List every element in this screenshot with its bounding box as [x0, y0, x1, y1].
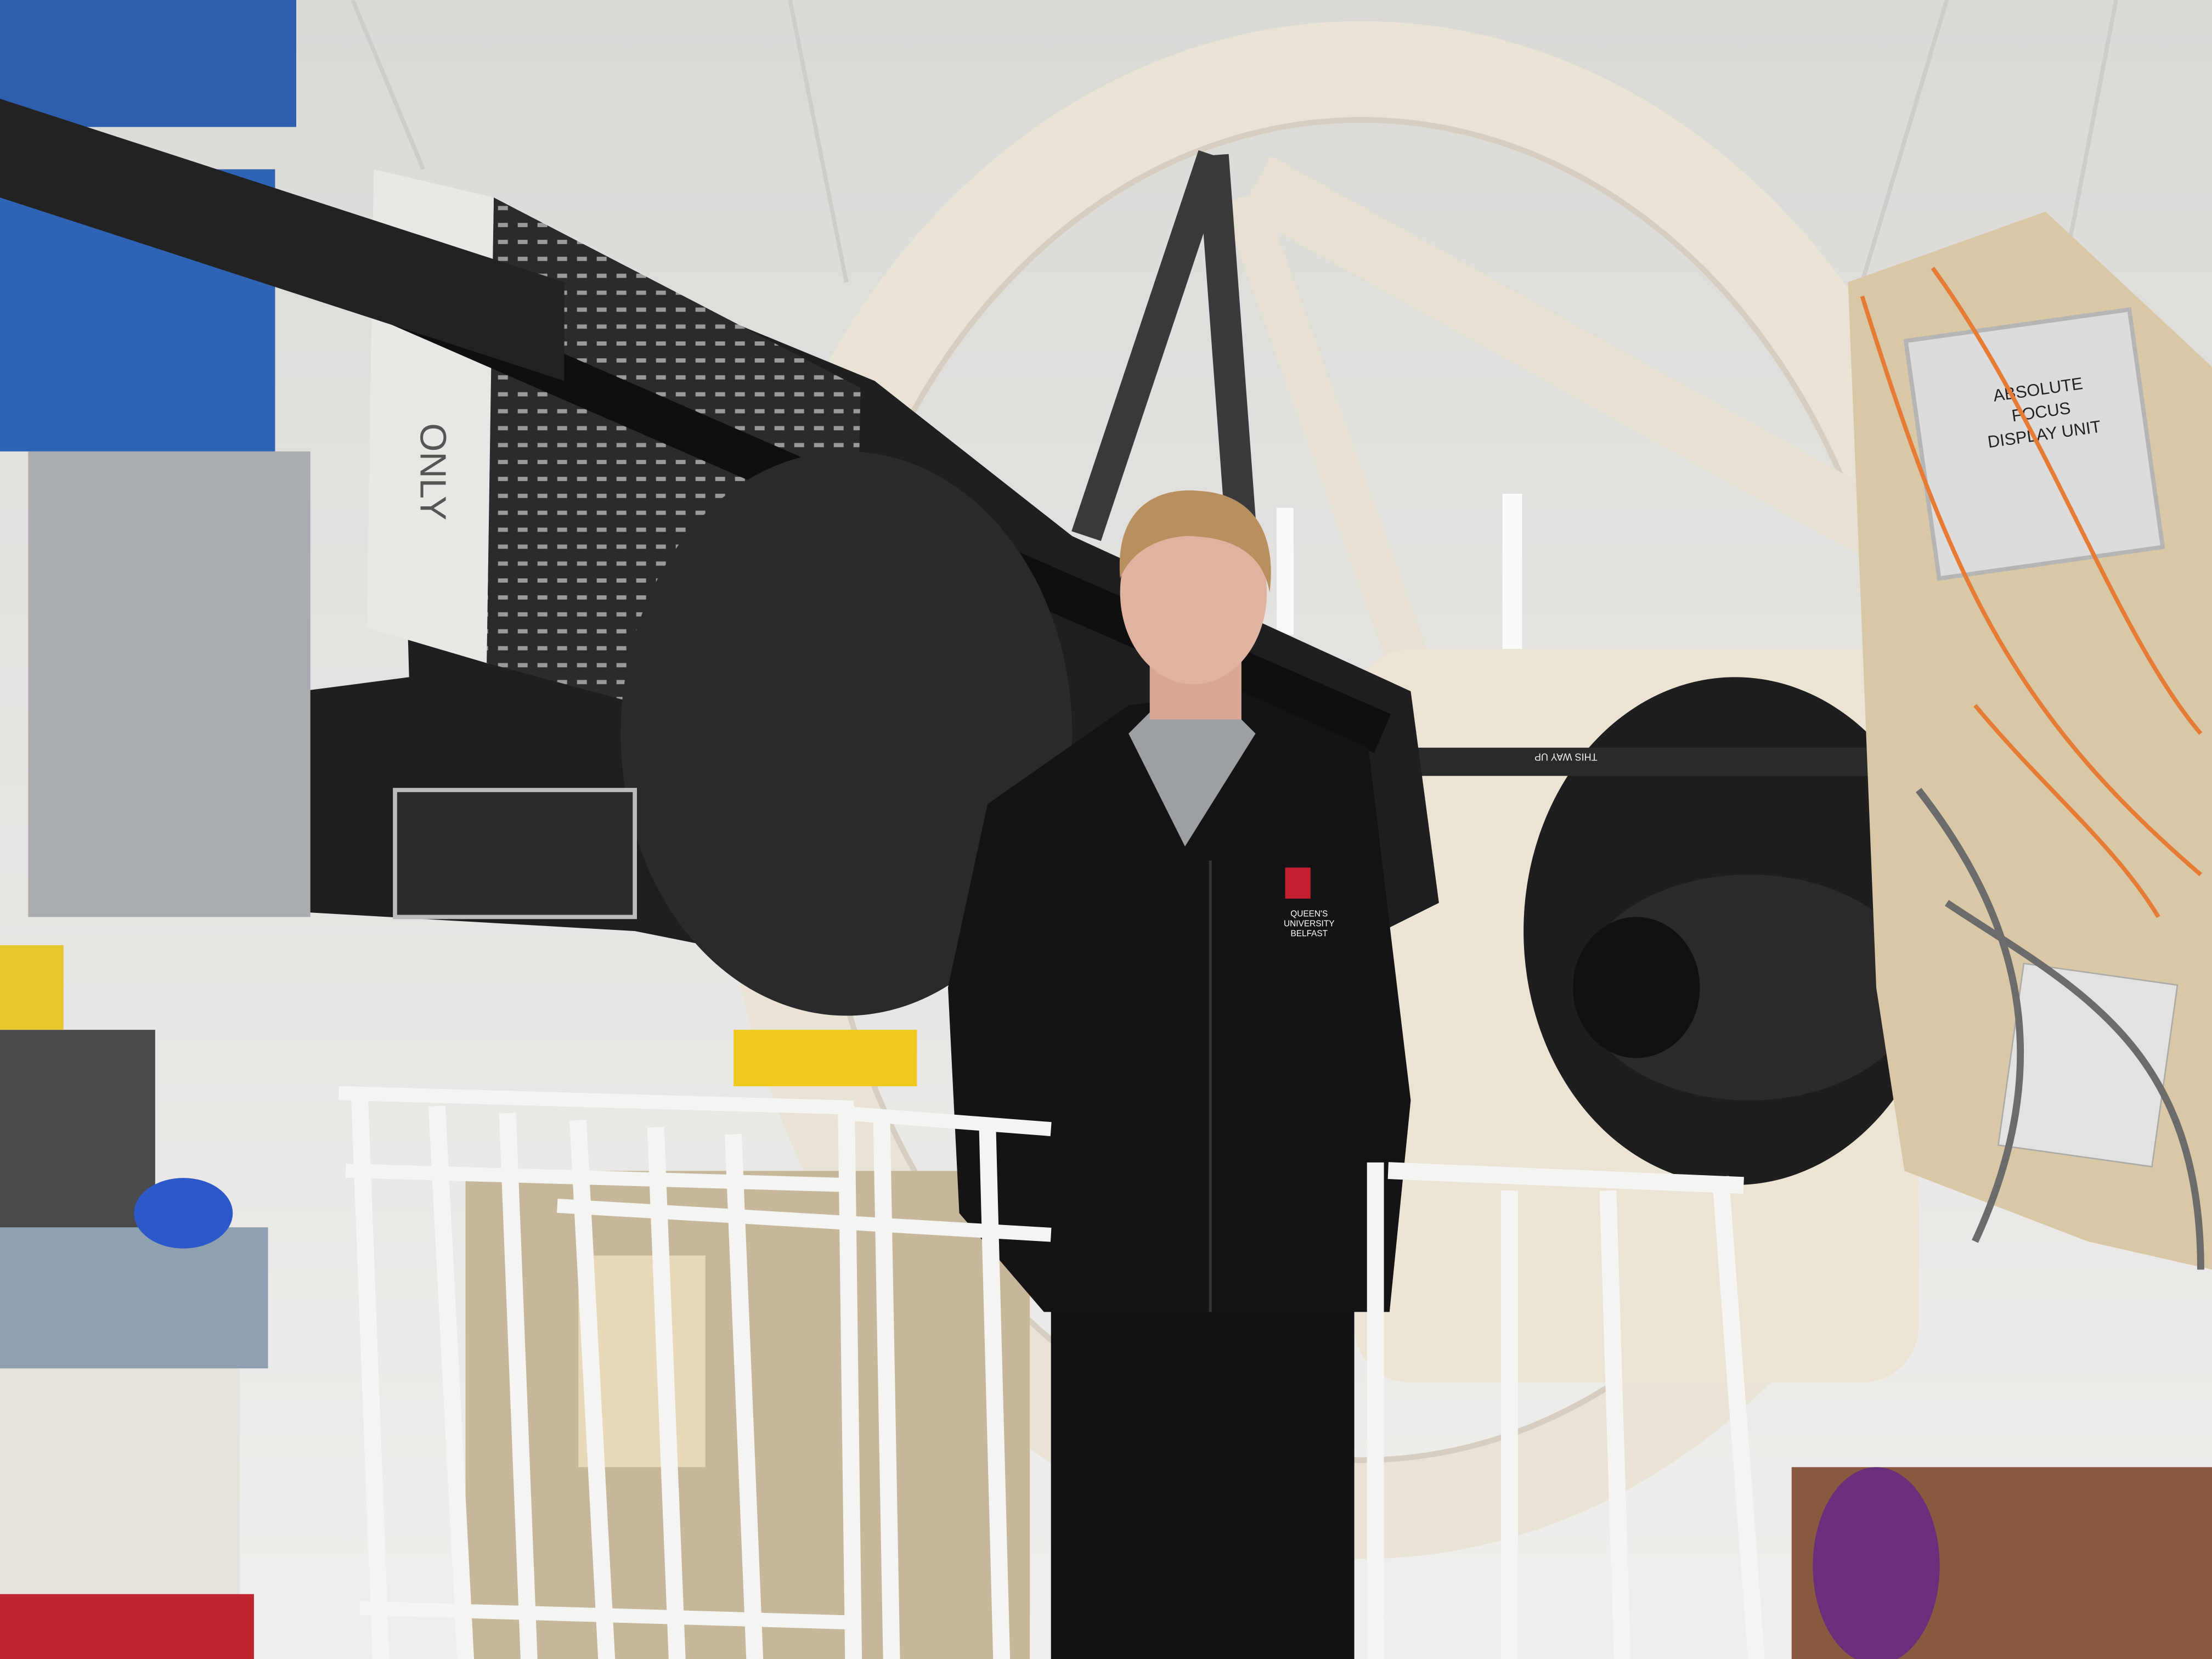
photo-shape	[28, 451, 311, 917]
photo-shape	[1997, 962, 2179, 1168]
photo-shape	[338, 1086, 1052, 1630]
photo-shape	[0, 1227, 268, 1369]
photo-shape	[1903, 307, 2165, 581]
platform-sign: THIS WAY UP	[1534, 752, 1598, 763]
telescope-tube	[1354, 648, 1947, 1383]
panel-label: ONLY	[413, 423, 454, 520]
photo-shape	[1277, 507, 1294, 635]
blue-box	[0, 0, 565, 452]
photo-shape	[351, 1091, 1011, 1659]
photo-shape	[0, 0, 296, 127]
photo-shape	[0, 99, 565, 381]
photo-shape	[948, 691, 1411, 1312]
photo-shape	[620, 451, 1073, 1016]
logo-text: UNIVERSITY	[1284, 919, 1334, 928]
photo-shape	[733, 1030, 917, 1086]
photo-shape	[1860, 267, 2203, 918]
cable-panel: ABSOLUTE FOCUS DISPLAY UNIT	[1848, 211, 2212, 1270]
person: QUEEN'S UNIVERSITY BELFAST	[948, 490, 1411, 1659]
photo-shape	[1813, 1467, 1940, 1659]
photo-shape	[1502, 494, 1522, 649]
photo-shape	[1128, 705, 1256, 847]
photo-shape	[1367, 1162, 1765, 1659]
photo-shape	[134, 1178, 233, 1249]
railing	[338, 1086, 1765, 1659]
photo-shape	[1119, 490, 1271, 592]
photo-shape	[1071, 150, 1257, 541]
photo-shape	[1285, 867, 1311, 899]
photo-shape	[1221, 190, 1445, 713]
photo-shape	[1051, 1269, 1355, 1659]
photo-shape	[1573, 917, 1700, 1058]
photo-shape	[393, 788, 637, 919]
photo-shape	[1916, 788, 2204, 1270]
photo-shape	[351, 0, 2118, 368]
photo-shape	[1354, 747, 1919, 776]
logo-text: QUEEN'S	[1290, 909, 1328, 918]
photo-shape	[1120, 500, 1267, 685]
photo-shape	[1240, 155, 1906, 564]
photo-shape	[0, 945, 64, 1030]
photo-shape	[853, 1107, 1052, 1136]
equipment-racks	[0, 451, 917, 1659]
photo-shape	[0, 1594, 254, 1659]
logo-text: BELFAST	[1290, 929, 1328, 938]
